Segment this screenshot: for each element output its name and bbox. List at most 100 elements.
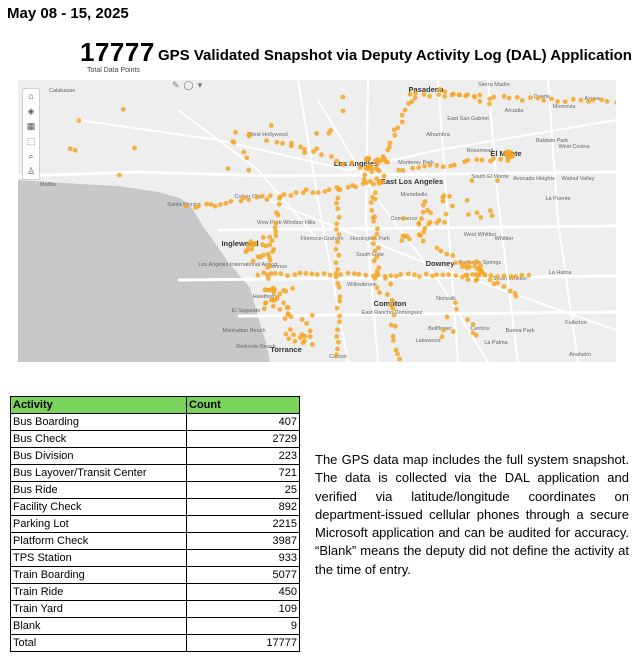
gps-point <box>399 112 405 118</box>
gps-point <box>288 327 293 332</box>
gps-point <box>508 274 514 279</box>
gps-point <box>292 272 298 277</box>
gps-point <box>370 215 376 221</box>
map-place-label: Torrance <box>270 345 302 354</box>
gps-point <box>334 305 340 311</box>
gps-point <box>307 328 313 334</box>
gps-point <box>453 260 458 266</box>
gps-point <box>477 92 483 98</box>
gps-point <box>223 201 229 206</box>
gps-point <box>422 163 427 169</box>
count-cell: 892 <box>186 498 300 516</box>
gps-point <box>368 200 374 205</box>
table-row: Bus Layover/Transit Center 721 <box>10 464 300 482</box>
gps-point <box>246 197 252 202</box>
gps-point <box>400 233 406 239</box>
count-cell: 450 <box>186 583 300 601</box>
map-place-label: Monterey Park <box>398 160 434 166</box>
gps-point <box>495 178 500 183</box>
map-place-label: Los Angeles <box>334 159 378 168</box>
gps-point <box>459 274 465 280</box>
table-row: Platform Check 3987 <box>10 532 300 550</box>
gps-point <box>444 314 450 320</box>
map-place-label: West Whittier <box>464 232 497 238</box>
gps-point <box>391 127 397 133</box>
gps-point <box>562 99 568 104</box>
gps-point <box>406 101 411 106</box>
gps-point <box>434 245 440 251</box>
gps-point <box>501 93 507 99</box>
gps-point <box>436 92 442 98</box>
gps-point <box>427 93 432 99</box>
gps-point <box>436 217 442 223</box>
map-road <box>18 170 616 178</box>
gps-point <box>412 272 417 278</box>
gps-point <box>381 173 387 179</box>
gps-point <box>335 206 341 212</box>
gps-point <box>469 178 475 184</box>
table-header-row: Activity Count <box>10 396 300 414</box>
table-row: Parking Lot 2215 <box>10 515 300 533</box>
gps-point <box>271 303 276 309</box>
activity-cell: Train Ride <box>10 583 187 601</box>
person-icon[interactable]: ♙ <box>26 166 36 176</box>
gps-point <box>442 219 447 225</box>
gps-point <box>334 158 340 164</box>
gps-point <box>526 272 532 278</box>
gps-point <box>470 330 476 336</box>
gps-point <box>263 243 269 249</box>
gps-point <box>275 212 281 218</box>
gps-point <box>277 291 283 297</box>
gps-point <box>132 145 137 151</box>
gps-point <box>476 272 482 278</box>
gps-point <box>417 274 422 279</box>
pen-icon[interactable]: ✎ <box>172 80 180 90</box>
search-icon[interactable]: ⌕ <box>28 151 34 161</box>
gps-point <box>340 161 346 167</box>
gps-point <box>334 227 339 232</box>
gps-point <box>371 258 377 264</box>
map-place-label: Inglewood <box>221 239 258 248</box>
gps-point <box>463 93 468 99</box>
gps-point <box>456 92 462 98</box>
gps-point <box>285 305 291 310</box>
gps-point <box>450 253 455 258</box>
gps-point <box>474 277 480 282</box>
map-road <box>217 224 616 232</box>
gps-point <box>464 198 470 203</box>
gps-point <box>204 201 210 207</box>
home-icon[interactable]: ⌂ <box>28 91 34 101</box>
map-canvas[interactable]: CalabasasPasadenaDuarteAzusaSierra Madre… <box>18 80 616 362</box>
map-place-label: Huntington Park <box>350 236 390 242</box>
map-road <box>267 199 616 331</box>
map-place-label: Avocado Heights <box>513 176 555 182</box>
gps-point <box>482 272 488 277</box>
gps-point <box>326 130 332 136</box>
map-place-label: Redondo Beach <box>236 344 275 350</box>
gps-point <box>399 119 405 125</box>
gps-point <box>509 154 515 159</box>
gps-point <box>76 118 82 124</box>
gps-point <box>265 272 271 278</box>
gps-point <box>329 154 334 159</box>
gps-point <box>336 232 342 237</box>
gps-point <box>399 238 405 243</box>
table-row: Bus Ride 25 <box>10 481 300 499</box>
gps-point <box>300 340 306 345</box>
map-place-label: Hawthorne <box>253 294 280 300</box>
gps-point <box>263 300 268 306</box>
layers-icon[interactable]: ◈ <box>27 106 35 116</box>
count-cell: 3987 <box>186 532 300 550</box>
pointer-icon[interactable]: ◯ <box>183 80 194 90</box>
basemap-icon[interactable]: ▦ <box>26 121 36 131</box>
dropdown-icon[interactable]: ▾ <box>197 80 203 90</box>
gps-point <box>246 167 252 173</box>
gps-point <box>474 210 480 216</box>
select-icon[interactable]: ⬚ <box>26 136 36 146</box>
gps-map[interactable]: CalabasasPasadenaDuarteAzusaSierra Madre… <box>18 80 616 362</box>
gps-point <box>393 273 399 279</box>
gps-point <box>452 300 458 306</box>
map-place-label: East San Gabriel <box>447 116 489 122</box>
gps-point <box>440 164 446 170</box>
gps-point <box>337 313 342 319</box>
